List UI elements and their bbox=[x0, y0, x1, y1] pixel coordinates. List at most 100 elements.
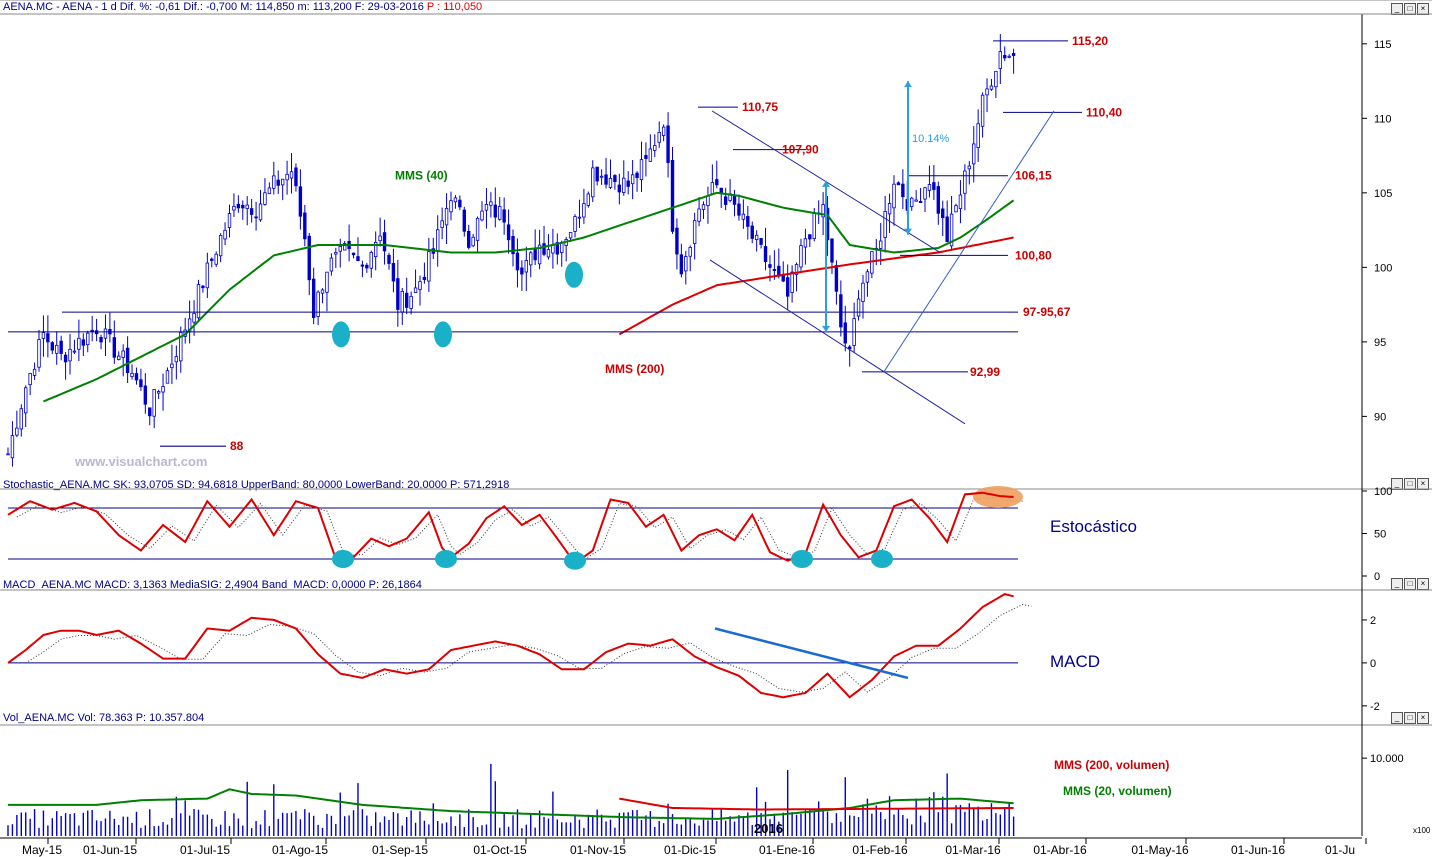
candle-body bbox=[706, 195, 710, 206]
candle-body bbox=[661, 126, 666, 136]
candle-body bbox=[936, 186, 940, 214]
candle-body bbox=[99, 337, 103, 343]
candle-body bbox=[338, 246, 342, 252]
candle-body bbox=[59, 340, 63, 354]
candle-body bbox=[985, 88, 989, 96]
x-axis-tick-label: 01-Nov-15 bbox=[570, 843, 626, 857]
chart-title: AENA.MC - AENA - 1 d bbox=[3, 1, 117, 13]
candle-body bbox=[675, 227, 679, 255]
candle-body bbox=[6, 453, 10, 456]
candle-body bbox=[941, 208, 945, 219]
candle-body bbox=[245, 204, 249, 209]
candle-body bbox=[883, 211, 887, 238]
candle-body bbox=[272, 175, 276, 189]
candle-body bbox=[236, 203, 241, 209]
candle-body bbox=[976, 123, 980, 148]
candle-body bbox=[276, 179, 280, 186]
candle-body bbox=[657, 132, 661, 143]
candle-body bbox=[839, 294, 843, 328]
macd-minimize-button[interactable]: _ bbox=[1391, 578, 1403, 590]
candle-body bbox=[480, 210, 484, 221]
stochastic-y-tick-label: 50 bbox=[1374, 529, 1386, 541]
candle-body bbox=[537, 244, 542, 265]
oversold-marker bbox=[564, 551, 586, 570]
volume-minimize-button[interactable]: _ bbox=[1391, 712, 1403, 724]
candle-body bbox=[192, 312, 196, 323]
oversold-marker bbox=[791, 550, 813, 568]
candle-body bbox=[249, 208, 254, 215]
candle-body bbox=[325, 271, 329, 293]
candle-body bbox=[50, 342, 54, 351]
candle-body bbox=[582, 203, 586, 218]
candle-body bbox=[577, 216, 582, 219]
volume-close-button[interactable]: × bbox=[1417, 712, 1429, 724]
oversold-marker bbox=[435, 550, 457, 568]
candle-body bbox=[378, 235, 382, 242]
range-arrow-left-head bbox=[822, 325, 830, 332]
level-label: 88 bbox=[230, 439, 244, 453]
candle-body bbox=[453, 197, 458, 203]
candle-body bbox=[626, 180, 630, 187]
x-axis-tick-label: 01-Ago-15 bbox=[272, 843, 328, 857]
candle-body bbox=[608, 177, 613, 188]
stochastic-pane-title: Stochastic_AENA.MC SK: 93,0705 SD: 94,68… bbox=[3, 479, 510, 491]
price-close-button[interactable]: × bbox=[1417, 3, 1429, 15]
volume-mms20-label: MMS (20, volumen) bbox=[1063, 784, 1172, 798]
candle-body bbox=[77, 337, 81, 350]
candle-body bbox=[440, 220, 444, 228]
candle-body bbox=[799, 245, 803, 268]
candle-body bbox=[320, 289, 325, 294]
candle-body bbox=[892, 183, 896, 209]
candle-body bbox=[125, 347, 130, 373]
candle-body bbox=[28, 373, 32, 386]
stochastic-y-tick-label: 0 bbox=[1374, 571, 1380, 583]
level-label: 92,99 bbox=[970, 365, 1000, 379]
candle-body bbox=[506, 224, 511, 241]
candle-body bbox=[794, 264, 799, 275]
candle-body bbox=[170, 363, 174, 369]
candle-body bbox=[972, 143, 976, 165]
candle-body bbox=[551, 244, 555, 254]
macd-y-tick-label: 2 bbox=[1370, 615, 1376, 627]
candle-body bbox=[599, 175, 604, 178]
candle-body bbox=[37, 339, 41, 368]
candle-body bbox=[865, 271, 870, 283]
candle-body bbox=[351, 252, 356, 256]
candle-body bbox=[666, 125, 670, 163]
candle-body bbox=[887, 203, 892, 215]
macd-line bbox=[7, 593, 1014, 699]
candle-body bbox=[396, 278, 400, 310]
candle-body bbox=[768, 264, 772, 268]
price-minimize-button[interactable]: _ bbox=[1391, 3, 1403, 15]
candle-body bbox=[684, 256, 688, 272]
candle-body bbox=[1007, 55, 1011, 58]
candle-body bbox=[285, 173, 289, 181]
candle-body bbox=[205, 262, 210, 289]
macd-divergence-line bbox=[714, 627, 909, 680]
mms40-label: MMS (40) bbox=[395, 168, 448, 182]
candle-body bbox=[635, 172, 639, 178]
candle-body bbox=[901, 183, 905, 198]
candle-body bbox=[210, 258, 214, 261]
candle-body bbox=[759, 238, 763, 245]
stochastic-sk-line bbox=[7, 491, 1014, 565]
volume-maximize-button[interactable]: □ bbox=[1404, 712, 1416, 724]
candle-body bbox=[174, 356, 179, 363]
volume-mms200-line bbox=[619, 797, 1014, 811]
candle-body bbox=[843, 322, 847, 344]
x-axis-tick-label: 01-Jun-15 bbox=[83, 843, 137, 857]
candle-body bbox=[218, 235, 223, 257]
candle-body bbox=[280, 178, 285, 186]
candle-body bbox=[55, 344, 59, 354]
candle-body bbox=[586, 193, 591, 206]
candle-body bbox=[15, 427, 19, 436]
candle-body bbox=[422, 276, 427, 281]
candle-body bbox=[989, 85, 994, 90]
candle-body bbox=[493, 204, 497, 218]
candle-body bbox=[311, 278, 316, 318]
mms40-line bbox=[43, 191, 1015, 403]
candle-body bbox=[737, 203, 741, 216]
x-axis-tick-label: 01-Feb-16 bbox=[852, 843, 908, 857]
x-axis-tick-label: 01-Jul-15 bbox=[180, 843, 230, 857]
